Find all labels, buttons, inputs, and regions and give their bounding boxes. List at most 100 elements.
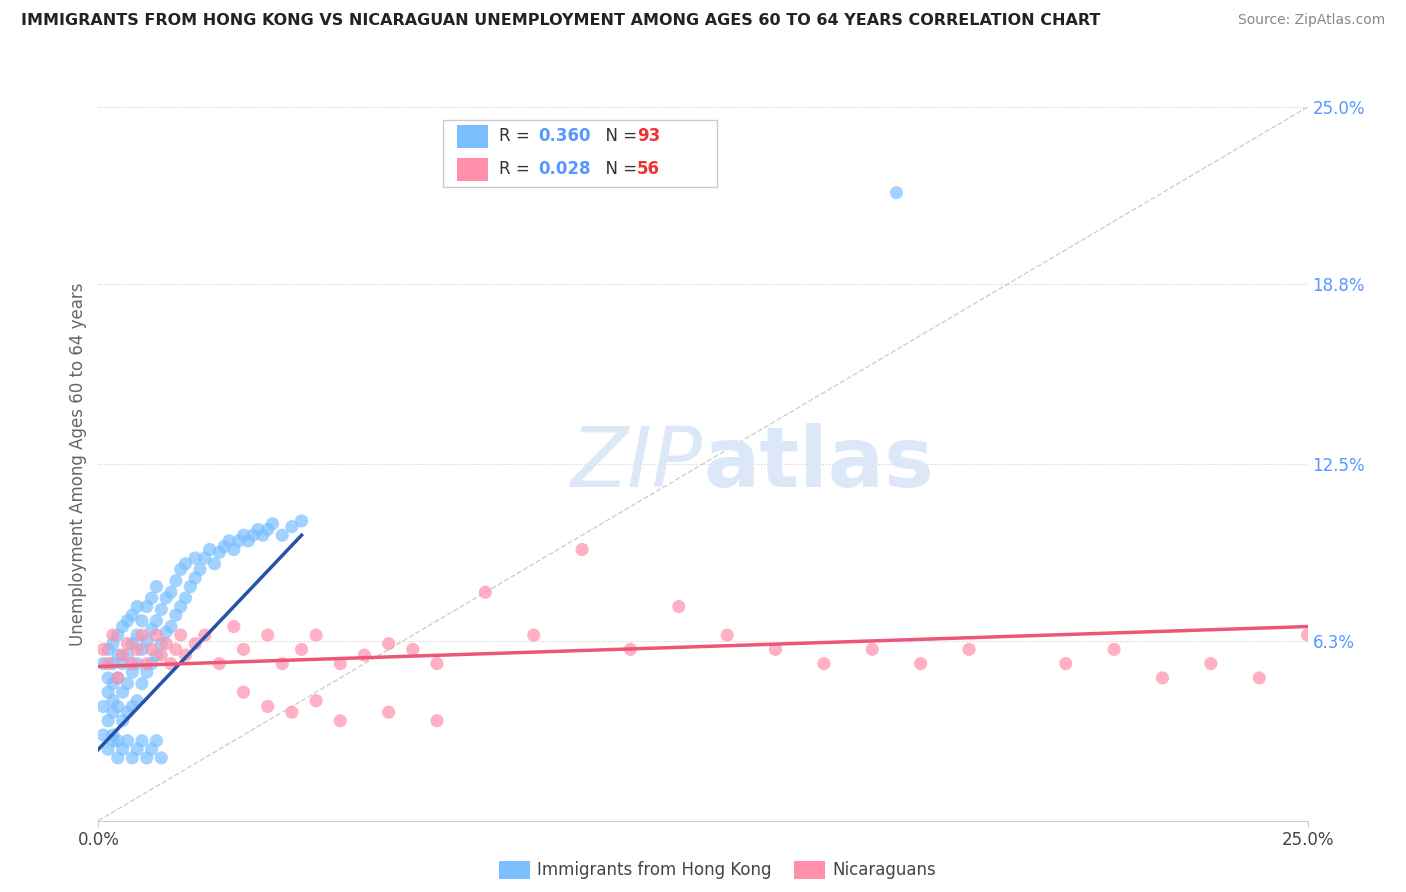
Text: 0.028: 0.028 — [538, 161, 591, 178]
Point — [184, 551, 207, 566]
Point — [198, 542, 221, 557]
Point — [353, 648, 375, 662]
Point — [329, 714, 352, 728]
Point — [169, 628, 191, 642]
Point — [860, 642, 883, 657]
Text: ZIP: ZIP — [571, 424, 703, 504]
Point — [91, 642, 114, 657]
Point — [131, 628, 153, 642]
Point — [256, 628, 278, 642]
Point — [107, 733, 129, 747]
Point — [377, 705, 399, 719]
Point — [232, 685, 254, 699]
Point — [141, 591, 163, 605]
Point — [228, 533, 250, 548]
Point — [765, 642, 787, 657]
Point — [117, 676, 139, 690]
Point — [329, 657, 352, 671]
Point — [135, 599, 157, 614]
Point — [165, 574, 187, 588]
Point — [101, 728, 124, 742]
Text: N =: N = — [595, 128, 643, 145]
Point — [1199, 657, 1222, 671]
Point — [242, 528, 264, 542]
Point — [402, 642, 425, 657]
Point — [111, 648, 134, 662]
Point — [145, 628, 167, 642]
Point — [141, 623, 163, 637]
Point — [271, 657, 294, 671]
Point — [127, 599, 149, 614]
Point — [107, 628, 129, 642]
Point — [131, 614, 153, 628]
Point — [101, 637, 124, 651]
Point — [111, 742, 134, 756]
Point — [668, 599, 690, 614]
Point — [1102, 642, 1125, 657]
Point — [135, 665, 157, 680]
Point — [218, 533, 240, 548]
Text: IMMIGRANTS FROM HONG KONG VS NICARAGUAN UNEMPLOYMENT AMONG AGES 60 TO 64 YEARS C: IMMIGRANTS FROM HONG KONG VS NICARAGUAN … — [21, 13, 1101, 29]
Point — [160, 619, 183, 633]
Point — [111, 619, 134, 633]
Point — [111, 685, 134, 699]
Point — [101, 628, 124, 642]
Point — [247, 523, 270, 537]
Point — [169, 562, 191, 576]
Point — [127, 694, 149, 708]
Point — [523, 628, 546, 642]
Text: N =: N = — [595, 161, 643, 178]
Point — [117, 705, 139, 719]
Point — [165, 608, 187, 623]
Point — [252, 528, 274, 542]
Point — [107, 671, 129, 685]
Point — [97, 642, 120, 657]
Point — [107, 648, 129, 662]
Point — [150, 648, 173, 662]
Point — [127, 628, 149, 642]
Text: R =: R = — [499, 161, 536, 178]
Point — [131, 676, 153, 690]
Point — [155, 591, 177, 605]
Point — [290, 514, 312, 528]
Point — [886, 186, 908, 200]
Point — [107, 671, 129, 685]
Point — [155, 637, 177, 651]
Point — [232, 642, 254, 657]
Point — [271, 528, 294, 542]
Text: 0.360: 0.360 — [538, 128, 591, 145]
Point — [281, 705, 304, 719]
Point — [141, 642, 163, 657]
Point — [145, 580, 167, 594]
Point — [145, 648, 167, 662]
Point — [121, 608, 143, 623]
Point — [127, 642, 149, 657]
Point — [474, 585, 496, 599]
Point — [145, 733, 167, 747]
Text: Source: ZipAtlas.com: Source: ZipAtlas.com — [1237, 13, 1385, 28]
Point — [184, 637, 207, 651]
Point — [101, 676, 124, 690]
Point — [121, 657, 143, 671]
Point — [716, 628, 738, 642]
Point — [290, 642, 312, 657]
Point — [813, 657, 835, 671]
Point — [184, 571, 207, 585]
Y-axis label: Unemployment Among Ages 60 to 64 years: Unemployment Among Ages 60 to 64 years — [69, 282, 87, 646]
Point — [141, 657, 163, 671]
Point — [107, 751, 129, 765]
Point — [155, 625, 177, 640]
Point — [91, 699, 114, 714]
Point — [160, 585, 183, 599]
Point — [121, 665, 143, 680]
Text: Immigrants from Hong Kong: Immigrants from Hong Kong — [537, 861, 772, 879]
Point — [1296, 628, 1319, 642]
Point — [107, 699, 129, 714]
Point — [174, 648, 197, 662]
Point — [194, 551, 217, 566]
Point — [1152, 671, 1174, 685]
Point — [957, 642, 980, 657]
Point — [165, 642, 187, 657]
Point — [150, 751, 173, 765]
Point — [426, 657, 449, 671]
